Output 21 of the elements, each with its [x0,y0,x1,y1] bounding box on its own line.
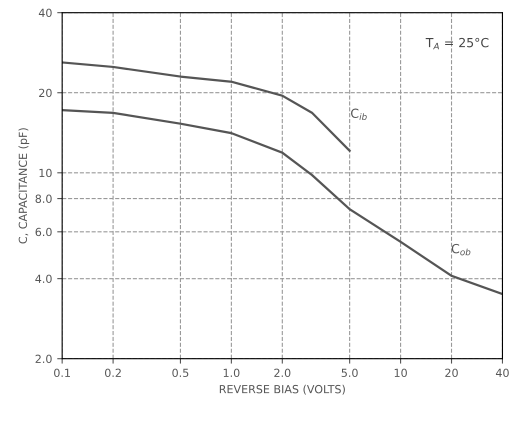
y-tick-label: 8.0 [36,194,52,203]
y-axis-title: C, CAPACITANCE (pF) [18,128,30,244]
series-label: C$_{ob}$ [452,244,470,256]
x-tick-label: 0.2 [104,368,121,378]
y-tick-label: 10 [40,168,52,178]
x-tick-label: 0.5 [172,368,188,378]
x-tick-label: 40 [496,368,509,378]
x-axis-title: REVERSE BIAS (VOLTS) [220,384,345,395]
annotation: T$_{A}$ = 25°C [426,38,488,50]
y-tick-label: 2.0 [36,354,52,364]
x-tick-label: 10 [394,368,407,378]
x-tick-label: 5.0 [342,368,358,378]
y-tick-label: 40 [38,8,52,18]
x-tick-label: 1.0 [224,368,240,378]
x-tick-label: 0.1 [54,368,70,378]
series-label: C$_{ib}$ [351,108,367,120]
y-tick-label: 4.0 [35,274,52,284]
x-tick-label: 2.0 [274,368,290,378]
y-tick-label: 6.0 [36,228,52,236]
y-tick-label: 20 [39,88,52,98]
x-tick-label: 20 [445,368,458,378]
